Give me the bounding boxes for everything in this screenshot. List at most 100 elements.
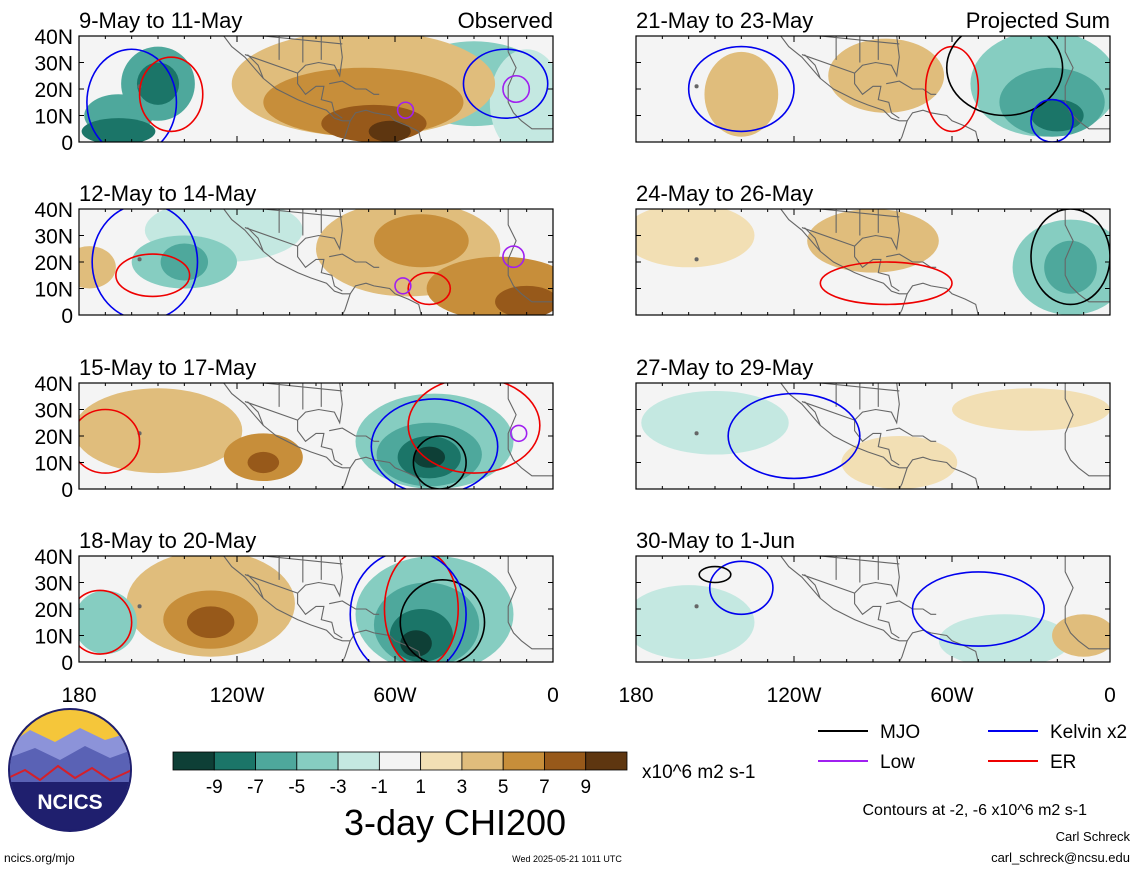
chi200-anomaly-blob — [952, 388, 1110, 431]
panel-title: 27-May to 29-May — [636, 355, 813, 380]
chi200-anomaly-blob — [641, 390, 789, 455]
coastline — [854, 383, 900, 466]
panel-tag: Observed — [458, 8, 553, 33]
mjo-contour — [945, 36, 1064, 117]
coastline — [247, 401, 264, 426]
lat-tick-label: 30N — [34, 226, 73, 249]
chi200-anomaly-blob — [704, 51, 779, 137]
chi200-anomaly-blob — [186, 606, 235, 639]
chi200-anomaly-blob — [636, 209, 755, 268]
chi200-anomaly-blob — [160, 243, 209, 281]
kelvin-contour — [911, 571, 1045, 647]
low-contour — [510, 424, 528, 443]
colorbar-tick-label: 5 — [498, 777, 509, 798]
panel-title: 21-May to 23-May — [636, 8, 813, 33]
chi200-anomaly-blob — [373, 214, 469, 268]
colorbar-swatch — [172, 751, 215, 771]
hawaii-islands — [694, 604, 699, 609]
lon-tick-label: 60W — [930, 684, 973, 707]
colorbar-swatch — [420, 751, 463, 771]
colorbar-swatch — [378, 751, 422, 771]
x-axis-right: 180 120W 60W 0 — [618, 684, 1115, 707]
lat-tick-label: 20N — [34, 252, 73, 275]
author-email[interactable]: carl_schreck@ncsu.edu — [991, 850, 1130, 865]
legend-label: MJO — [880, 722, 920, 743]
colorbar-swatch — [502, 751, 545, 771]
colorbar-tick-label: 9 — [580, 777, 591, 798]
panel-title: 12-May to 14-May — [79, 181, 256, 206]
map-panels: 40N 30N 20N 10N 0 9-May to 11-May Observed 40N 3… — [34, 8, 1111, 675]
colorbar: -9 -7 -5 -3 -1 1 3 5 7 9 — [172, 751, 628, 798]
lat-tick-label: 40N — [34, 199, 73, 222]
coastline — [349, 629, 422, 662]
state-borders — [244, 383, 343, 421]
lon-tick-label: 180 — [61, 684, 96, 707]
state-borders — [801, 383, 900, 421]
site-link[interactable]: ncics.org/mjo — [4, 851, 75, 865]
coastline — [297, 209, 343, 292]
colorbar-tick-label: 7 — [539, 777, 550, 798]
coastline — [906, 456, 979, 489]
coastline — [349, 109, 422, 142]
contour-note: Contours at -2, -6 x10^6 m2 s-1 — [863, 802, 1088, 819]
coastline — [349, 282, 422, 315]
coastline — [349, 456, 422, 489]
coastline — [886, 600, 937, 615]
lat-tick-label: 10N — [34, 106, 73, 129]
coastline — [507, 383, 553, 477]
kelvin-contour — [91, 209, 199, 315]
lat-tick-label: 0 — [61, 305, 73, 328]
coastline — [854, 556, 900, 639]
chi200-anomaly-blob — [247, 451, 280, 474]
coastline — [247, 227, 264, 252]
kelvin-contour — [86, 48, 178, 142]
state-borders — [801, 556, 900, 594]
coastline — [854, 209, 900, 292]
coastline — [906, 109, 979, 142]
panel-4: 40N 30N 20N 10N 0 18-May to 20-May — [34, 528, 554, 675]
chi200-anomaly-blob — [1031, 99, 1084, 132]
chi200-anomaly-blob — [79, 590, 137, 655]
panel-tag: Projected Sum — [966, 8, 1110, 33]
coastlines — [137, 209, 553, 315]
coastlines — [694, 556, 1110, 662]
colorbar-tick-label: 1 — [415, 777, 426, 798]
panel-title: 30-May to 1-Jun — [636, 528, 795, 553]
lat-tick-label: 30N — [34, 573, 73, 596]
coastline — [1064, 556, 1110, 650]
lat-tick-label: 20N — [34, 426, 73, 449]
chi200-anomaly-blob — [1044, 240, 1097, 294]
coastline — [247, 574, 264, 599]
coastline — [297, 556, 343, 639]
coastline — [329, 427, 380, 442]
panel-title: 18-May to 20-May — [79, 528, 256, 553]
panel-title: 9-May to 11-May — [79, 8, 242, 33]
state-borders — [801, 36, 900, 74]
chi200-anomaly-blob — [79, 388, 243, 474]
colorbar-tick-label: 3 — [457, 777, 468, 798]
chi200-anomaly-blob — [368, 120, 411, 142]
lon-tick-label: 120W — [210, 684, 265, 707]
colorbar-tick-label: -3 — [330, 777, 347, 798]
coastline — [297, 383, 343, 466]
lon-tick-label: 60W — [373, 684, 416, 707]
colorbar-units: x10^6 m2 s-1 — [642, 762, 755, 783]
logo: NCICS — [8, 708, 132, 832]
logo-red-line — [10, 764, 130, 782]
coastline — [507, 556, 553, 650]
lat-tick-label: 20N — [34, 599, 73, 622]
timestamp: Wed 2025-05-21 1011 UTC — [512, 854, 622, 864]
colorbar-swatch — [544, 751, 587, 771]
state-borders — [244, 209, 343, 247]
panel-7: 27-May to 29-May — [635, 355, 1111, 490]
mjo-contour — [412, 435, 467, 489]
colorbar-tick-label: -5 — [288, 777, 305, 798]
colorbar-swatch — [255, 751, 298, 771]
mjo-contour — [698, 565, 732, 584]
panel-5: 21-May to 23-May Projected Sum — [635, 8, 1111, 143]
hawaii-islands — [137, 604, 142, 609]
lat-tick-label: 20N — [34, 79, 73, 102]
chi200-anomaly-blob — [413, 446, 446, 468]
chi200-anomaly-blob — [79, 246, 116, 289]
